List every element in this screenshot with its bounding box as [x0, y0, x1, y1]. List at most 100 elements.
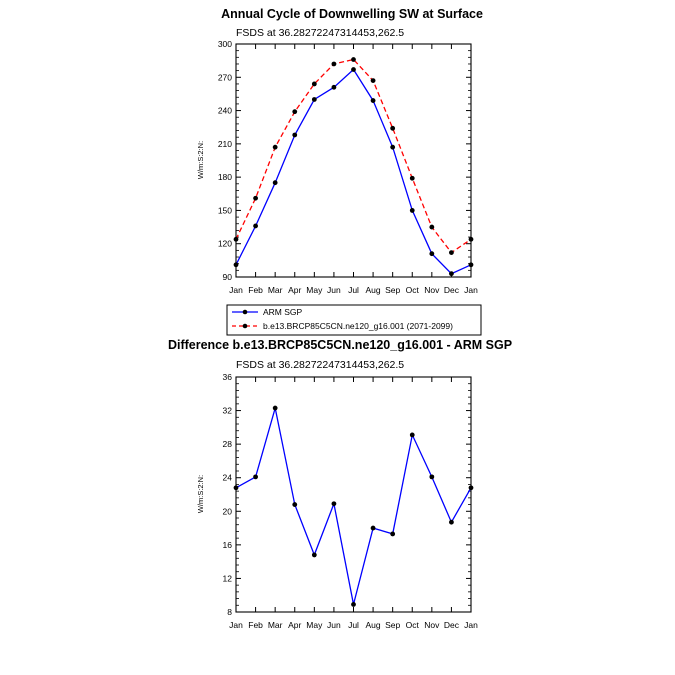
chart-2-series-1-point: [311, 552, 317, 558]
chart-2-series-1-line: [235, 407, 472, 605]
chart-1-ytick-label: 270: [218, 72, 232, 82]
chart-2-xtick-label: Jan: [229, 620, 243, 630]
legend-marker-series-1: [242, 309, 248, 315]
chart-2-series-1-point: [429, 474, 435, 480]
chart-1-xtick-label: Dec: [444, 285, 460, 295]
chart-1-series-1-point: [468, 262, 474, 268]
chart-2-subtitle: FSDS at 36.28272247314453,262.5: [236, 359, 404, 371]
chart-2: Difference b.e13.BRCP85C5CN.ne120_g16.00…: [168, 338, 512, 630]
chart-1-plot-area: 90 120 150 180 210 240 270 300 Jan Feb Mar Apr May Ju…: [218, 39, 478, 295]
chart-2-title: Difference b.e13.BRCP85C5CN.ne120_g16.00…: [168, 338, 512, 352]
chart-2-xtick-label: Aug: [366, 620, 381, 630]
chart-2-series-1-point: [292, 502, 298, 507]
chart-2-xtick-label: Dec: [444, 620, 460, 630]
chart-1-title: Annual Cycle of Downwelling SW at Surfac…: [221, 7, 483, 21]
chart-1-series-1-point: [351, 67, 356, 72]
chart-2-xtick-label: Jan: [464, 620, 478, 630]
chart-2-series-1-point: [390, 531, 396, 537]
chart-1-series-2-point: [233, 236, 239, 242]
chart-1-legend: ARM SGP b.e13.BRCP85C5CN.ne120_g16.001 (…: [226, 304, 482, 336]
chart-1-subtitle: FSDS at 36.28272247314453,262.5: [236, 27, 404, 39]
chart-2-series-1-point: [351, 602, 356, 607]
chart-2-xtick-label: Nov: [424, 620, 440, 630]
chart-1-series-2-point: [390, 125, 396, 131]
chart-1-series-2-point: [253, 195, 258, 201]
chart-2-frame: [235, 376, 472, 613]
chart-1-series-1-point: [390, 144, 396, 150]
chart-1-series-2-point: [429, 224, 435, 230]
chart-2-series-1-point: [331, 501, 337, 507]
chart-1-series-1-point: [311, 97, 317, 102]
chart-2-xtick-label: Jul: [348, 620, 359, 630]
chart-1-frame: [235, 43, 472, 278]
chart-1-xtick-label: Jun: [327, 285, 341, 295]
chart-1-series-1-point: [292, 132, 298, 138]
chart-1-series-1-point: [253, 223, 258, 229]
chart-1-series-2-line: [235, 58, 472, 254]
chart-1-series-1-point: [331, 84, 337, 90]
chart-1: Annual Cycle of Downwelling SW at Surfac…: [196, 7, 483, 336]
chart-1-ytick-label: 210: [218, 139, 232, 149]
chart-1-xtick-label: May: [306, 285, 323, 295]
chart-2-ytick-label: 24: [223, 473, 233, 483]
chart-1-series-2-point: [351, 57, 356, 62]
chart-2-series-1-point: [272, 405, 278, 411]
legend-marker-series-2: [242, 323, 248, 329]
chart-2-xtick-label: Sep: [385, 620, 400, 630]
chart-1-series-1-point: [272, 180, 278, 186]
chart-1-ytick-label: 300: [218, 39, 232, 49]
chart-2-xtick-label: May: [306, 620, 323, 630]
chart-2-ytick-label: 28: [223, 439, 233, 449]
chart-1-ytick-label: 150: [218, 205, 232, 215]
chart-1-xtick-label: Oct: [406, 285, 420, 295]
chart-2-ytick-label: 8: [227, 607, 232, 617]
chart-2-series-1-point: [253, 474, 258, 480]
chart-1-xtick-label: Jan: [464, 285, 478, 295]
chart-2-xtick-label: Jun: [327, 620, 341, 630]
chart-2-y-axis-label: W/m:S:2:N:: [196, 475, 205, 513]
chart-1-xtick-label: Aug: [366, 285, 381, 295]
chart-1-series-2-point: [409, 175, 415, 181]
chart-1-series-2-point: [331, 61, 337, 67]
chart-2-series-1-point: [233, 485, 239, 491]
chart-1-series-1-point: [449, 271, 454, 277]
legend-label-series-2: b.e13.BRCP85C5CN.ne120_g16.001 (2071-209…: [263, 321, 453, 331]
chart-2-ytick-label: 36: [223, 372, 233, 382]
chart-1-series-2-point: [468, 236, 474, 242]
chart-2-xtick-label: Feb: [248, 620, 263, 630]
chart-2-xtick-label: Apr: [288, 620, 301, 630]
chart-2-xtick-label: Oct: [406, 620, 420, 630]
chart-2-series-1-point: [370, 525, 376, 531]
chart-1-ytick-label: 120: [218, 239, 232, 249]
chart-1-xtick-label: Mar: [268, 285, 283, 295]
chart-1-xtick-label: Nov: [424, 285, 440, 295]
chart-2-series-1-point: [409, 432, 415, 438]
legend-box: [226, 304, 482, 336]
chart-1-ytick-label: 90: [223, 272, 233, 282]
chart-2-series-1-point: [468, 485, 474, 491]
chart-1-xtick-label: Jan: [229, 285, 243, 295]
chart-2-ytick-label: 16: [223, 540, 233, 550]
chart-1-y-axis-label: W/m:S:2:N:: [196, 141, 205, 179]
chart-1-xtick-label: Apr: [288, 285, 301, 295]
chart-1-series-1-point: [370, 98, 376, 103]
chart-1-ytick-label: 180: [218, 172, 232, 182]
chart-2-ytick-label: 12: [223, 573, 233, 583]
chart-1-series-2-point: [370, 78, 376, 84]
chart-1-xtick-label: Jul: [348, 285, 359, 295]
chart-1-ytick-label: 240: [218, 106, 232, 116]
chart-1-xtick-label: Sep: [385, 285, 400, 295]
chart-1-series-1-point: [409, 208, 415, 213]
chart-1-series-1-point: [429, 251, 435, 257]
chart-2-ytick-label: 20: [223, 506, 233, 516]
chart-1-series-2-point: [311, 81, 317, 87]
chart-2-xtick-label: Mar: [268, 620, 283, 630]
chart-2-ytick-label: 32: [223, 406, 233, 416]
chart-1-series-1-line: [235, 68, 472, 275]
chart-1-xtick-label: Feb: [248, 285, 263, 295]
chart-1-series-1-point: [233, 262, 239, 268]
chart-2-series-1-point: [449, 519, 454, 525]
chart-1-series-2-point: [449, 250, 454, 255]
chart-1-series-2-point: [272, 144, 278, 150]
